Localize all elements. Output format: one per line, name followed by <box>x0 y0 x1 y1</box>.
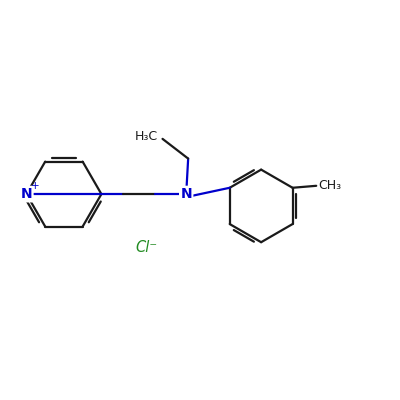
Text: N: N <box>180 187 192 201</box>
Text: H₃C: H₃C <box>135 130 158 143</box>
Text: Cl⁻: Cl⁻ <box>136 240 158 255</box>
Text: N: N <box>21 187 32 201</box>
Text: +: + <box>31 181 40 191</box>
Text: CH₃: CH₃ <box>318 179 341 192</box>
